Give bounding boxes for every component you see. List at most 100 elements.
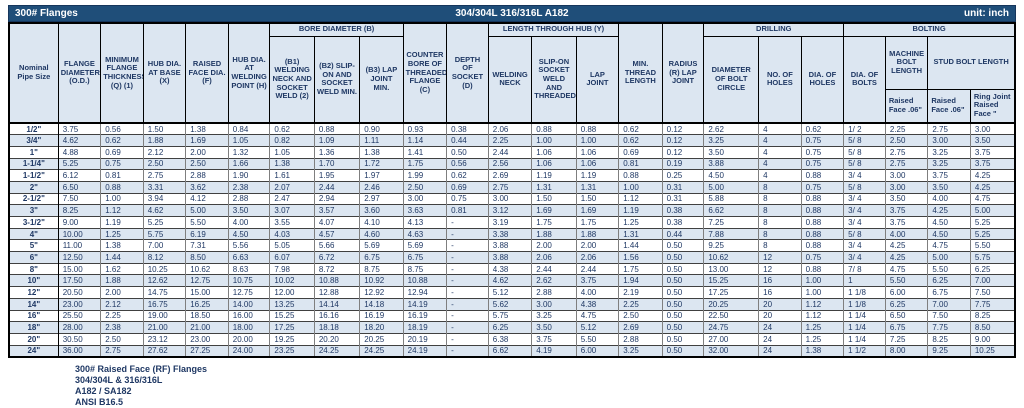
row-label: 1/2" bbox=[9, 122, 59, 135]
col-header-dia-of-bolts: DIA. OF BOLTS bbox=[843, 35, 886, 124]
cell: 19.00 bbox=[143, 309, 187, 322]
cell: 23.25 bbox=[269, 344, 315, 357]
table-row: 20" 30.50 2.50 23.12 23.00 20.00 19.25 20.20 20.… bbox=[9, 332, 1016, 346]
cell: 9.25 bbox=[703, 239, 760, 252]
cell: 12.92 bbox=[359, 286, 404, 299]
cell: 0.50 bbox=[662, 251, 705, 264]
table-row: 3/4" 4.62 0.62 1.88 1.69 1.05 0.82 1.09 1.11 1.14… bbox=[9, 134, 1016, 147]
cell: 3.50 bbox=[927, 180, 971, 194]
row-label: 3/4" bbox=[9, 134, 59, 147]
cell: 0.88 bbox=[576, 122, 620, 135]
cell: 1.44 bbox=[100, 251, 144, 264]
cell: 3.00 bbox=[488, 192, 533, 205]
cell: 4.25 bbox=[970, 180, 1016, 194]
cell: 5.12 bbox=[488, 286, 533, 299]
cell: 6.25 bbox=[927, 274, 971, 287]
cell: 2.88 bbox=[228, 192, 271, 205]
cell: 4 bbox=[758, 134, 802, 147]
cell: 18.18 bbox=[314, 321, 361, 334]
cell: 3.00 bbox=[403, 192, 448, 205]
cell: 8.50 bbox=[970, 321, 1016, 334]
cell: 10.88 bbox=[403, 274, 448, 287]
cell: 0.56 bbox=[446, 157, 489, 170]
cell: 0.50 bbox=[662, 309, 705, 322]
cell: 1.25 bbox=[801, 321, 845, 334]
cell: - bbox=[446, 239, 489, 252]
cell: 1.38 bbox=[359, 145, 404, 159]
page-title: 300# Flanges bbox=[15, 8, 78, 19]
cell: 0.69 bbox=[100, 145, 144, 159]
cell: 5.05 bbox=[269, 239, 315, 252]
cell: 2.12 bbox=[100, 297, 144, 310]
cell: 5.25 bbox=[58, 157, 102, 170]
cell: 7.00 bbox=[970, 274, 1016, 287]
cell: 8 bbox=[758, 204, 802, 217]
col-header-hub-dia-welding: HUB DIA. AT WELDING POINT (H) bbox=[227, 22, 271, 124]
cell: 6.62 bbox=[488, 344, 533, 357]
cell: 27.25 bbox=[185, 344, 229, 357]
cell: 22.50 bbox=[703, 309, 760, 322]
cell: 3.50 bbox=[970, 134, 1016, 147]
cell: 7.50 bbox=[58, 192, 102, 205]
cell: 4.62 bbox=[488, 274, 533, 287]
cell: 3.63 bbox=[403, 204, 448, 217]
cell: 1.19 bbox=[531, 169, 577, 182]
cell: 7.75 bbox=[927, 321, 971, 334]
cell: 6.75 bbox=[359, 251, 404, 264]
cell: 8.00 bbox=[885, 344, 929, 357]
cell: 1/ 2 bbox=[843, 122, 886, 135]
col-header-raised-face-dia: RAISED FACE DIA. (F) bbox=[185, 22, 229, 124]
cell: 4.75 bbox=[576, 309, 620, 322]
cell: 0.19 bbox=[662, 157, 705, 170]
table-row: 8" 15.00 1.62 10.25 10.62 8.63 7.98 8.72 8.75 8.7… bbox=[9, 262, 1016, 275]
row-label: 24" bbox=[9, 344, 59, 357]
cell: 3.50 bbox=[703, 145, 760, 159]
cell: 6.72 bbox=[314, 251, 361, 264]
cell: 1.09 bbox=[314, 134, 361, 147]
cell: 7/ 8 bbox=[843, 262, 886, 275]
cell: 5.25 bbox=[143, 216, 187, 229]
table-row: 1/2" 3.75 0.56 1.50 1.38 0.84 0.62 0.88 0.90 0.93… bbox=[9, 122, 1016, 135]
cell: 1.72 bbox=[359, 157, 404, 170]
cell: 3.60 bbox=[359, 204, 404, 217]
cell: 0.38 bbox=[662, 216, 705, 229]
cell: 1.25 bbox=[100, 227, 144, 240]
table-row: 5" 11.00 1.38 7.00 7.31 5.56 5.05 5.66 5.69 5.69-… bbox=[9, 239, 1016, 252]
cell: 14.19 bbox=[403, 297, 448, 310]
cell: 16.75 bbox=[143, 297, 187, 310]
col-header-machine-raised-face: Raised Face .06" bbox=[884, 88, 929, 124]
row-label: 1-1/2" bbox=[9, 169, 59, 182]
cell: 4 bbox=[758, 157, 802, 170]
cell: 2.50 bbox=[185, 157, 229, 170]
cell: 0.81 bbox=[446, 204, 489, 217]
cell: 3.50 bbox=[531, 321, 577, 334]
cell: 2.88 bbox=[531, 286, 577, 299]
cell: 5/ 8 bbox=[843, 180, 886, 194]
cell: 0.62 bbox=[269, 122, 315, 135]
cell: 24.00 bbox=[228, 344, 271, 357]
cell: 24 bbox=[758, 332, 802, 346]
cell: 1.69 bbox=[531, 204, 577, 217]
cell: 0.88 bbox=[801, 239, 845, 252]
cell: 0.88 bbox=[801, 192, 845, 205]
cell: 6.12 bbox=[58, 169, 102, 182]
cell: 6.25 bbox=[885, 297, 929, 310]
cell: 6.62 bbox=[703, 204, 760, 217]
cell: 0.75 bbox=[801, 134, 845, 147]
cell: 3.00 bbox=[531, 297, 577, 310]
col-header-flange-diameter: FLANGE DIAMETER (O.D.) bbox=[57, 22, 102, 124]
cell: 23.00 bbox=[185, 332, 229, 346]
cell: 5/ 8 bbox=[843, 227, 886, 240]
cell: 4.25 bbox=[885, 251, 929, 264]
cell: 1.19 bbox=[618, 204, 663, 217]
cell: 0.50 bbox=[662, 344, 705, 357]
row-label: 2" bbox=[9, 180, 59, 194]
cell: 0.25 bbox=[662, 169, 705, 182]
cell: 0.93 bbox=[403, 122, 448, 135]
cell: - bbox=[446, 321, 489, 334]
cell: 19.25 bbox=[269, 332, 315, 346]
cell: 1.88 bbox=[531, 227, 577, 240]
col-header-b2: (B2) SLIP-ON AND SOCKET WELD MIN. bbox=[313, 35, 361, 124]
cell: 0.56 bbox=[100, 122, 144, 135]
